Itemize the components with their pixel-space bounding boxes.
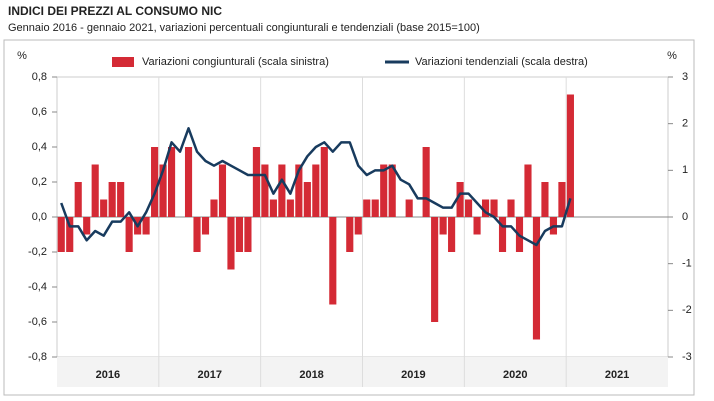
- bar: [490, 199, 498, 217]
- x-tick-label: 2020: [503, 369, 527, 381]
- y-tick-label: -0,2: [28, 246, 47, 258]
- y2-tick-label: -1: [682, 258, 692, 270]
- line: [60, 127, 572, 247]
- bar: [354, 217, 362, 235]
- chart-title: INDICI DEI PREZZI AL CONSUMO NIC: [8, 4, 222, 18]
- bar: [498, 217, 507, 252]
- bar: [83, 217, 91, 235]
- bar: [303, 182, 311, 217]
- bar: [329, 217, 337, 305]
- bar: [507, 199, 515, 217]
- legend-label: Variazioni congiunturali (scala sinistra…: [142, 56, 329, 68]
- y2-axis-label: %: [667, 50, 677, 62]
- bar: [159, 164, 167, 217]
- bar: [320, 147, 328, 217]
- bar: [380, 164, 388, 217]
- bar: [142, 217, 150, 235]
- bar: [108, 182, 116, 217]
- y2-tick-label: -2: [682, 304, 692, 316]
- bar: [210, 199, 218, 217]
- bar: [252, 147, 260, 217]
- y2-tick-label: 3: [682, 71, 688, 83]
- bar: [481, 199, 490, 217]
- bar: [558, 182, 566, 217]
- bar: [193, 217, 201, 252]
- bar: [363, 199, 371, 217]
- bar: [422, 147, 430, 217]
- chart-subtitle: Gennaio 2016 - gennaio 2021, variazioni …: [8, 22, 480, 34]
- x-tick-label: 2016: [96, 369, 120, 381]
- y-axis-label: %: [17, 50, 27, 62]
- bar: [312, 164, 320, 217]
- y-tick-label: 0,2: [32, 176, 47, 188]
- bar: [167, 147, 176, 217]
- bar: [465, 199, 473, 217]
- y2-tick-label: 2: [682, 118, 688, 130]
- bar: [278, 164, 286, 217]
- bar: [473, 217, 481, 235]
- legend-swatch: [112, 57, 134, 67]
- bar: [439, 217, 447, 235]
- bar: [201, 217, 210, 235]
- legend-label: Variazioni tendenziali (scala destra): [415, 56, 588, 68]
- bar: [100, 199, 108, 217]
- bar: [524, 164, 532, 217]
- y-tick-label: 0,0: [32, 211, 47, 223]
- x-tick-label: 2018: [299, 369, 323, 381]
- x-tick-label: 2021: [605, 369, 629, 381]
- bar: [269, 199, 277, 217]
- bar: [286, 199, 294, 217]
- chart-frame: [3, 39, 695, 396]
- y-tick-label: -0,6: [28, 316, 47, 328]
- bar: [566, 94, 574, 217]
- y-tick-label: 0,8: [32, 71, 47, 83]
- bar: [431, 217, 439, 322]
- bar: [346, 217, 354, 252]
- bar: [448, 217, 456, 252]
- bar: [91, 164, 99, 217]
- y-tick-label: 0,4: [32, 141, 47, 153]
- bar: [151, 147, 159, 217]
- x-tick-label: 2019: [401, 369, 425, 381]
- y-tick-label: -0,4: [28, 281, 47, 293]
- bar: [371, 199, 379, 217]
- y2-tick-label: 1: [682, 164, 688, 176]
- x-tick-label: 2017: [198, 369, 222, 381]
- bar: [541, 182, 549, 217]
- bar: [184, 147, 193, 217]
- bar: [405, 199, 413, 217]
- bar: [218, 164, 227, 217]
- bar: [244, 217, 252, 252]
- bar: [66, 217, 74, 252]
- bar: [117, 182, 125, 217]
- bar: [57, 217, 65, 252]
- bar: [532, 217, 541, 340]
- y-tick-label: -0,8: [28, 351, 47, 363]
- y-tick-label: 0,6: [32, 106, 47, 118]
- y2-tick-label: 0: [682, 211, 688, 223]
- bar: [227, 217, 235, 270]
- bar: [261, 164, 269, 217]
- bar: [456, 182, 464, 217]
- bar: [125, 217, 133, 252]
- bar: [295, 164, 303, 217]
- bar: [235, 217, 244, 252]
- bar: [388, 164, 396, 217]
- bar: [74, 182, 82, 217]
- y2-tick-label: -3: [682, 351, 692, 363]
